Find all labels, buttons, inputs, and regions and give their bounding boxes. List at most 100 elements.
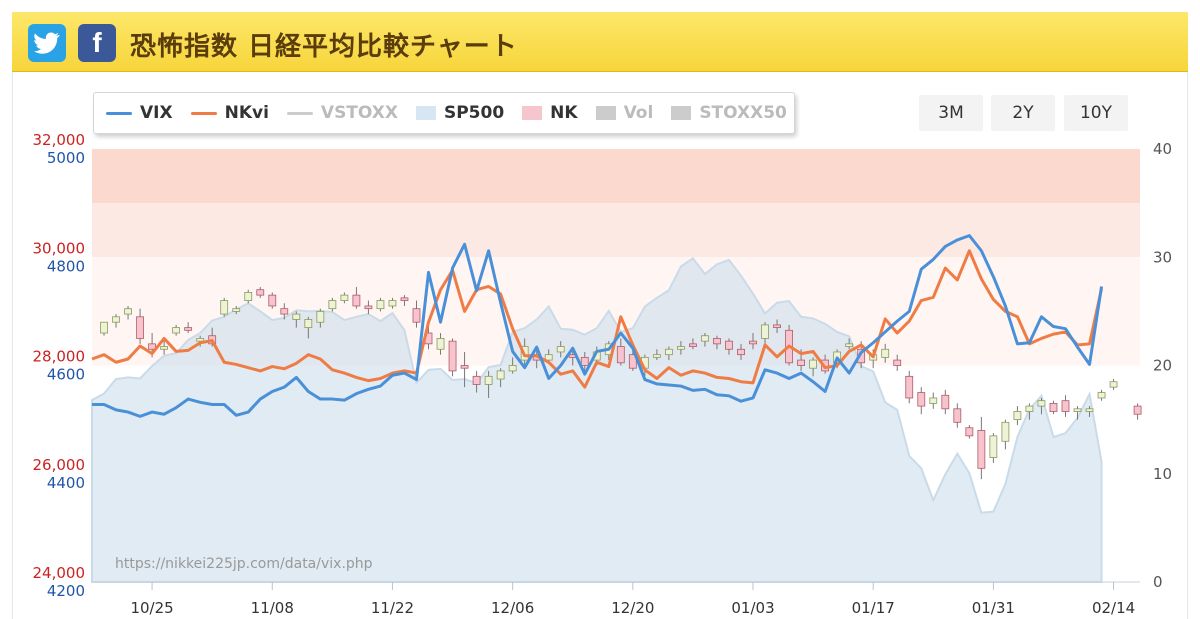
x-tick-label-3: 12/06	[491, 599, 534, 617]
risk-zone-1	[92, 203, 1140, 258]
nk-candle-74	[989, 435, 998, 458]
facebook-f-icon[interactable]: f	[78, 24, 116, 62]
nk-candle-85	[1133, 405, 1142, 415]
nk-candle-72	[965, 427, 974, 437]
nk-candle-71	[953, 408, 962, 423]
nk-candle-67	[905, 375, 914, 399]
nk-candle-80	[1061, 400, 1070, 412]
nk-candle-26	[412, 308, 421, 323]
nk-candle-51	[713, 338, 721, 345]
nk-axis-label-3: 30,000	[33, 239, 86, 257]
page-title: 恐怖指数 日経平均比較チャート	[130, 32, 518, 62]
legend-item-vix[interactable]: VIX	[106, 103, 173, 123]
nk-candle-5	[160, 346, 169, 350]
x-tick-label-4: 12/20	[611, 599, 654, 617]
sp500-axis-label-2: 4600	[47, 366, 85, 384]
twitter-bird-icon[interactable]	[28, 24, 66, 62]
x-tick-label-0: 10/25	[130, 599, 173, 617]
x-tick-label-2: 11/22	[371, 599, 414, 617]
nk-candle-21	[352, 294, 361, 307]
nk-candle-49	[689, 343, 697, 347]
nk-candle-83	[1097, 392, 1106, 399]
nk-candle-1	[112, 316, 120, 323]
legend-label: STOXX50	[699, 103, 787, 123]
x-tick-label-8: 02/14	[1092, 599, 1135, 617]
legend-label: SP500	[443, 103, 505, 123]
nk-candle-17	[304, 319, 313, 329]
legend-swatch	[106, 111, 132, 115]
nk-candle-47	[664, 348, 673, 356]
chart-panel	[12, 72, 1188, 619]
legend-item-vol[interactable]: Vol	[595, 103, 653, 123]
nk-candle-79	[1049, 402, 1058, 412]
nk-axis-label-2: 28,000	[33, 348, 86, 366]
nk-candle-76	[1013, 411, 1022, 421]
nk-candle-75	[1001, 421, 1010, 442]
legend-item-sp500[interactable]: SP500	[415, 103, 505, 123]
nk-candle-6	[172, 327, 181, 334]
nk-candle-50	[701, 335, 709, 342]
nk-candle-37	[544, 354, 553, 361]
nk-candle-18	[316, 310, 325, 323]
nk-candle-70	[941, 394, 950, 410]
nk-candle-73	[977, 430, 986, 469]
nk-candle-23	[376, 300, 385, 310]
range-button-10y[interactable]: 10Y	[1064, 95, 1128, 131]
nk-candle-34	[508, 365, 517, 372]
page-header: f 恐怖指数 日経平均比較チャート	[12, 12, 1188, 72]
nk-candle-0	[100, 321, 108, 334]
nk-candle-46	[652, 354, 661, 358]
nk-candle-32	[484, 375, 493, 385]
series-nkvi-line	[91, 249, 1104, 389]
x-tick-label-6: 01/17	[852, 599, 895, 617]
nk-candle-38	[556, 346, 565, 353]
vix-axis-label-1: 10	[1153, 465, 1172, 483]
range-button-3m[interactable]: 3M	[919, 95, 983, 131]
nk-candle-22	[364, 305, 373, 310]
vix-axis-label-2: 20	[1153, 357, 1172, 375]
nk-candle-43	[616, 346, 625, 364]
nk-candle-31	[472, 375, 481, 385]
nk-candle-29	[448, 340, 457, 372]
nk-candle-7	[184, 327, 193, 331]
legend-item-vstoxx[interactable]: VSTOXX	[286, 103, 398, 123]
vix-axis-label-4: 40	[1153, 140, 1172, 158]
nk-candle-58	[797, 359, 805, 366]
nk-candle-25	[400, 297, 409, 301]
nk-candle-16	[292, 313, 301, 320]
nk-candle-20	[340, 294, 349, 301]
legend-item-nkvi[interactable]: NKvi	[190, 103, 269, 123]
sp500-axis-label-1: 4400	[47, 474, 85, 492]
nk-candle-82	[1085, 408, 1094, 412]
x-tick-label-1: 11/08	[251, 599, 294, 617]
legend-label: VIX	[140, 103, 173, 123]
nk-candle-28	[436, 338, 445, 350]
nk-candle-11	[232, 308, 241, 312]
chart-legend: VIX NKvi VSTOXX SP500 NK Vol STOXX50	[93, 92, 795, 134]
vix-axis-label-0: 0	[1153, 573, 1163, 591]
nk-candle-4	[148, 343, 156, 350]
range-button-2y[interactable]: 2Y	[991, 95, 1055, 131]
nk-candle-30	[460, 365, 469, 369]
legend-swatch	[595, 106, 616, 120]
nk-candle-77	[1025, 405, 1034, 412]
nk-candle-69	[929, 397, 938, 404]
x-tick-label-5: 01/03	[731, 599, 774, 617]
nk-candle-62	[845, 343, 854, 347]
series-vix-line	[92, 234, 1104, 418]
nk-candle-33	[496, 370, 505, 380]
nk-candle-3	[136, 316, 144, 339]
vix-axis-label-3: 30	[1153, 248, 1172, 266]
nk-candle-48	[676, 346, 685, 350]
legend-item-stoxx50[interactable]: STOXX50	[671, 103, 787, 123]
nk-candle-2	[124, 308, 132, 315]
nk-candle-66	[893, 359, 902, 366]
nk-candle-24	[388, 300, 397, 307]
sp500-axis-label-3: 4800	[47, 257, 85, 275]
nk-candle-14	[268, 294, 277, 307]
legend-item-nk[interactable]: NK	[522, 103, 578, 123]
nk-candle-78	[1037, 400, 1046, 407]
nk-candle-68	[917, 392, 926, 407]
nk-candle-8	[196, 338, 205, 342]
nk-candle-19	[328, 300, 337, 310]
